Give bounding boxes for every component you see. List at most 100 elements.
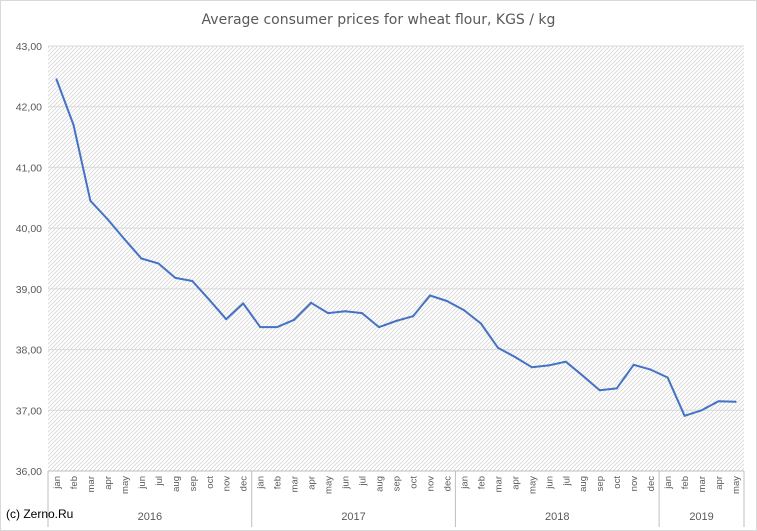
data-point: [310, 301, 313, 304]
x-tick-label: aug: [375, 476, 386, 492]
x-tick-label: feb: [680, 476, 691, 489]
year-label: 2019: [689, 511, 713, 523]
data-point: [581, 374, 584, 377]
y-tick-label: 43,00: [16, 41, 42, 53]
data-point: [598, 389, 601, 392]
x-tick-label: mar: [697, 476, 708, 492]
data-point: [378, 326, 380, 329]
data-point: [530, 366, 533, 369]
data-point: [479, 322, 482, 325]
data-point: [276, 326, 279, 329]
data-point: [123, 238, 126, 241]
data-point: [615, 387, 618, 390]
x-tick-label: nov: [629, 476, 640, 492]
y-axis-ticks: 36,00 37,00 38,00 39,00 40,00 41,00 42,00 43,00: [16, 41, 42, 478]
data-point: [157, 262, 160, 265]
x-tick-label: feb: [69, 476, 80, 489]
x-tick-label: feb: [273, 476, 284, 489]
x-tick-label: dec: [646, 476, 657, 492]
data-point: [564, 360, 567, 363]
data-point: [259, 326, 262, 329]
x-tick-label: aug: [578, 476, 589, 492]
y-tick-label: 37,00: [16, 405, 42, 417]
x-tick-label: jul: [358, 476, 369, 487]
data-point: [513, 355, 516, 358]
x-tick-label: jun: [341, 476, 352, 490]
x-tick-label: may: [527, 476, 538, 494]
x-tick-label: jul: [561, 476, 572, 487]
x-tick-label: aug: [171, 476, 182, 492]
gridlines: [48, 45, 744, 411]
x-tick-label: apr: [103, 476, 114, 490]
x-tick-label: oct: [409, 476, 420, 489]
series-layer: [55, 78, 737, 417]
data-point: [547, 364, 550, 367]
data-point: [649, 368, 652, 371]
data-point: [174, 276, 177, 279]
y-tick-label: 39,00: [16, 284, 42, 296]
data-point: [361, 312, 363, 315]
x-tick-label: jul: [154, 476, 165, 487]
data-point: [734, 400, 737, 403]
copyright-text: (c) Zerno.Ru: [6, 507, 74, 521]
y-tick-label: 40,00: [16, 223, 42, 235]
data-point: [55, 78, 58, 81]
y-tick-label: 38,00: [16, 345, 42, 357]
y-tick-label: 36,00: [16, 466, 42, 478]
data-point: [683, 414, 686, 417]
data-point: [327, 312, 330, 315]
data-point: [106, 218, 109, 220]
data-point: [208, 298, 211, 301]
data-point: [496, 346, 499, 349]
data-point: [242, 302, 245, 305]
x-tick-label: nov: [222, 476, 233, 492]
x-tick-label: jun: [544, 476, 555, 490]
x-tick-label: jan: [256, 476, 267, 490]
x-tick-label: apr: [714, 476, 725, 490]
data-point: [89, 199, 92, 202]
x-tick-label: dec: [442, 476, 453, 492]
x-tick-label: mar: [290, 476, 301, 492]
data-point: [72, 123, 75, 126]
x-tick-label: sep: [595, 476, 606, 491]
data-point: [191, 280, 194, 282]
x-tick-label: jan: [663, 476, 674, 490]
y-tick-label: 41,00: [16, 162, 42, 174]
x-tick-label: jan: [52, 476, 63, 490]
x-tick-label: sep: [188, 476, 199, 491]
data-point: [293, 318, 296, 321]
x-tick-label: sep: [392, 476, 403, 491]
x-tick-label: may: [731, 476, 742, 494]
data-point: [344, 310, 347, 313]
x-axis: jan feb mar apr may jun jul aug sep oct nov dec jan f…: [47, 470, 745, 527]
x-tick-label: apr: [307, 476, 318, 490]
year-label: 2016: [138, 511, 162, 523]
x-tick-label: dec: [239, 476, 250, 492]
x-tick-label: may: [324, 476, 335, 494]
data-point: [717, 400, 720, 403]
x-tick-label: mar: [493, 476, 504, 492]
data-point: [462, 309, 465, 312]
x-tick-label: oct: [205, 476, 216, 489]
data-point: [666, 376, 669, 379]
x-tick-label: jan: [459, 476, 470, 490]
data-point: [429, 294, 431, 297]
x-tick-label: jun: [137, 476, 148, 490]
data-point: [225, 318, 228, 321]
year-label: 2017: [341, 511, 365, 523]
data-point: [395, 320, 397, 322]
data-point: [412, 315, 414, 318]
x-tick-label: feb: [476, 476, 487, 489]
x-tick-label: nov: [426, 476, 437, 492]
x-tick-label: may: [120, 476, 131, 494]
chart-title: Average consumer prices for wheat flour,…: [201, 12, 556, 28]
year-label: 2018: [545, 511, 569, 523]
plot-area-background: [48, 46, 744, 471]
data-point: [700, 409, 703, 412]
x-tick-label: oct: [612, 476, 623, 489]
x-tick-label: apr: [510, 476, 521, 490]
x-tick-label: mar: [86, 476, 97, 492]
y-tick-label: 42,00: [16, 102, 42, 114]
data-point: [632, 363, 635, 366]
